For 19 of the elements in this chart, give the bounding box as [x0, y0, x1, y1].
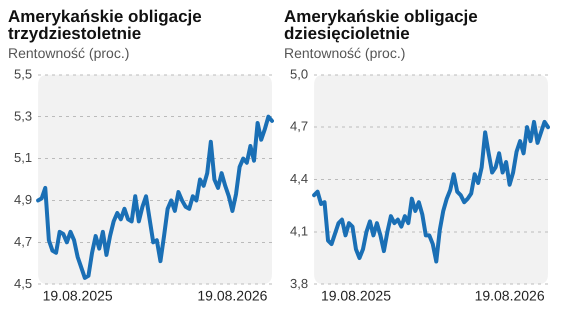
x-tick-label: 19.08.2025 [42, 287, 113, 304]
chart-title: Amerykańskie obligacje dziesięcioletnie [284, 7, 479, 43]
x-tick-label: 19.08.2025 [320, 287, 392, 304]
y-tick-label: 4,1 [290, 223, 308, 238]
y-tick-label: 5,5 [14, 66, 32, 82]
x-tick-label: 19.08.2026 [197, 287, 268, 304]
chart-subtitle: Rentowność (proc.) [8, 45, 130, 61]
y-tick-label: 3,8 [290, 276, 308, 291]
y-tick-label: 5,1 [14, 150, 32, 166]
y-tick-label: 4,7 [14, 234, 32, 249]
y-tick-label: 4,4 [290, 171, 308, 186]
y-tick-label: 4,9 [14, 192, 32, 208]
chart-title: Amerykańskie obligacje trzydziestoletnie [8, 7, 203, 43]
chart-subtitle: Rentowność (proc.) [284, 45, 406, 61]
y-tick-label: 4,7 [290, 118, 308, 134]
x-tick-label: 19.08.2026 [474, 287, 545, 304]
y-tick-label: 5,3 [14, 108, 32, 124]
y-tick-label: 5,0 [290, 66, 308, 82]
y-tick-label: 4,5 [14, 276, 32, 291]
